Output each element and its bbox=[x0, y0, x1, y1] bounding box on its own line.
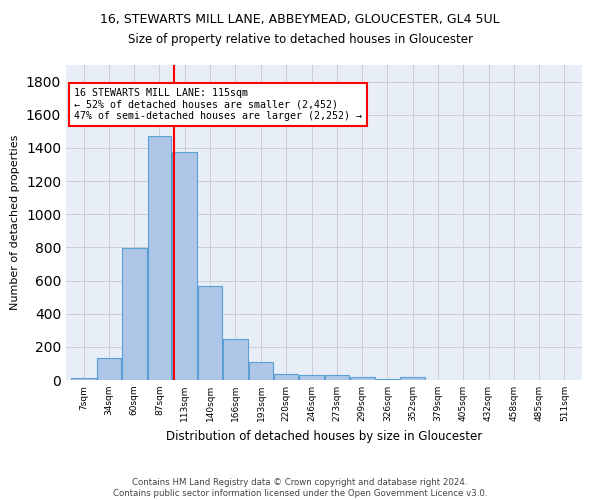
Bar bbox=[400, 376, 425, 380]
Bar bbox=[172, 152, 197, 380]
Bar bbox=[325, 375, 349, 380]
Bar bbox=[148, 136, 172, 380]
Bar bbox=[198, 286, 222, 380]
Bar bbox=[223, 338, 248, 380]
Bar bbox=[122, 248, 146, 380]
Text: 16 STEWARTS MILL LANE: 115sqm
← 52% of detached houses are smaller (2,452)
47% o: 16 STEWARTS MILL LANE: 115sqm ← 52% of d… bbox=[74, 88, 362, 122]
Y-axis label: Number of detached properties: Number of detached properties bbox=[10, 135, 20, 310]
Bar bbox=[248, 362, 274, 380]
X-axis label: Distribution of detached houses by size in Gloucester: Distribution of detached houses by size … bbox=[166, 430, 482, 442]
Bar bbox=[274, 374, 298, 380]
Text: 16, STEWARTS MILL LANE, ABBEYMEAD, GLOUCESTER, GL4 5UL: 16, STEWARTS MILL LANE, ABBEYMEAD, GLOUC… bbox=[100, 12, 500, 26]
Text: Contains HM Land Registry data © Crown copyright and database right 2024.
Contai: Contains HM Land Registry data © Crown c… bbox=[113, 478, 487, 498]
Bar bbox=[71, 378, 96, 380]
Bar bbox=[97, 358, 121, 380]
Bar bbox=[376, 379, 400, 380]
Bar bbox=[299, 375, 324, 380]
Text: Size of property relative to detached houses in Gloucester: Size of property relative to detached ho… bbox=[128, 32, 473, 46]
Bar bbox=[350, 376, 374, 380]
